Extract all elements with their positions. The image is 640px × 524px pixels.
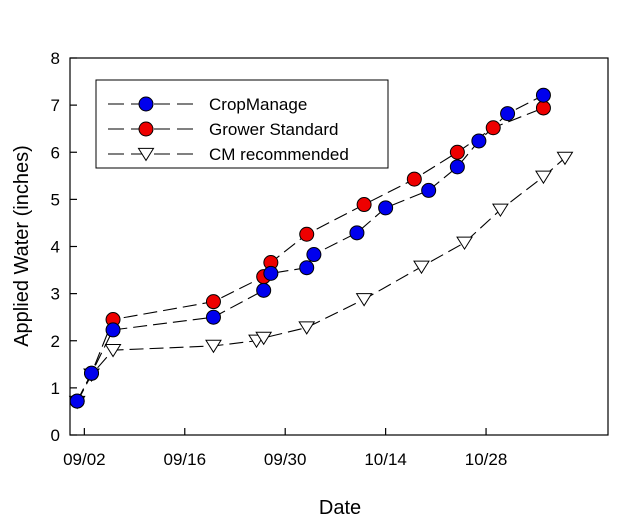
data-point-cm-recommended (535, 170, 552, 185)
legend-marker (138, 96, 154, 112)
legend-label: Grower Standard (209, 120, 338, 139)
legend: CropManage Grower Standard CM recommended (95, 79, 389, 169)
y-tick-label: 6 (51, 143, 60, 162)
data-point-grower-standard (205, 294, 221, 310)
data-point-cm-recommended (298, 321, 316, 335)
data-point-cm-recommended (355, 293, 373, 307)
y-tick-label: 2 (51, 332, 60, 351)
x-tick-label: 10/28 (465, 450, 508, 469)
y-axis-title: Applied Water (inches) (11, 145, 33, 347)
legend-label: CropManage (209, 95, 307, 114)
data-point-cm-recommended (255, 331, 273, 346)
legend-marker (138, 121, 154, 137)
plot-area (68, 87, 574, 410)
data-point-cropmanage (378, 200, 394, 216)
data-point-cropmanage (449, 159, 465, 175)
x-tick-label: 09/30 (264, 450, 307, 469)
data-point-cropmanage (105, 322, 121, 338)
data-point-grower-standard (299, 226, 315, 242)
data-point-grower-standard (406, 171, 422, 187)
data-point-cm-recommended (456, 236, 473, 251)
data-point-cropmanage (306, 247, 322, 263)
data-point-cropmanage (535, 87, 551, 103)
data-point-grower-standard (485, 120, 501, 136)
data-point-cm-recommended (413, 260, 430, 275)
y-tick-label: 0 (51, 426, 60, 445)
y-tick-label: 3 (51, 285, 60, 304)
data-point-cropmanage (299, 260, 315, 276)
data-point-cropmanage (263, 265, 279, 281)
data-point-grower-standard (535, 100, 551, 116)
y-tick-label: 1 (51, 379, 60, 398)
y-tick-label: 8 (51, 49, 60, 68)
data-point-cropmanage (500, 106, 516, 122)
data-point-cropmanage (421, 182, 437, 198)
data-point-cropmanage (205, 309, 221, 325)
data-point-cm-recommended (205, 339, 222, 354)
x-tick-label: 10/14 (364, 450, 407, 469)
data-point-grower-standard (356, 197, 372, 213)
data-point-cropmanage (84, 365, 100, 381)
legend-marker (137, 147, 155, 162)
data-point-cropmanage (471, 133, 487, 149)
x-tick-label: 09/16 (163, 450, 206, 469)
legend-label: CM recommended (209, 145, 349, 164)
data-point-cm-recommended (556, 151, 574, 166)
data-point-cm-recommended (491, 203, 509, 218)
data-point-cm-recommended (104, 344, 122, 358)
axes: 0 1 2 3 4 5 6 7 8 09/02 09/16 09/30 10/14 10/28 (51, 49, 609, 469)
series-line-cm-recommended (76, 157, 566, 403)
y-tick-label: 4 (51, 238, 60, 257)
y-tick-label: 7 (51, 96, 60, 115)
data-point-cropmanage (349, 225, 365, 241)
data-point-cropmanage (256, 282, 272, 298)
data-point-cropmanage (69, 393, 85, 409)
x-tick-label: 09/02 (63, 450, 106, 469)
x-axis-title: Date (319, 497, 361, 519)
y-tick-label: 5 (51, 190, 60, 209)
data-point-grower-standard (449, 144, 465, 160)
